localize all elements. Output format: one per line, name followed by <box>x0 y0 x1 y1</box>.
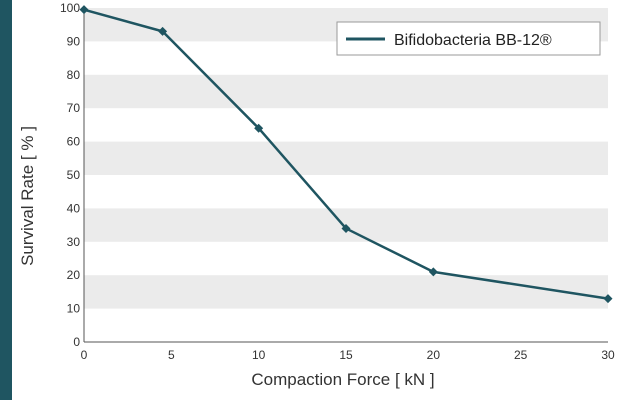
data-point <box>341 223 351 233</box>
x-tick-label: 0 <box>81 348 88 362</box>
data-point <box>254 123 264 133</box>
data-point <box>603 294 613 304</box>
series-line <box>83 8 609 300</box>
x-tick-label: 5 <box>168 348 175 362</box>
y-tick-label: 100 <box>60 1 80 15</box>
series-layer <box>79 5 613 304</box>
x-tick-label: 30 <box>601 348 615 362</box>
y-tick-label: 40 <box>67 201 81 215</box>
axes <box>83 8 608 343</box>
y-tick-label: 70 <box>67 101 81 115</box>
data-point <box>428 267 438 277</box>
grid-band <box>84 141 608 175</box>
y-tick-label: 30 <box>67 235 81 249</box>
y-tick-label: 90 <box>67 34 81 48</box>
y-tick-label: 80 <box>67 68 81 82</box>
y-tick-label: 50 <box>67 168 81 182</box>
data-point <box>158 26 168 36</box>
legend-label: Bifidobacteria BB-12® <box>394 32 552 49</box>
x-tick-labels: 0 5 10 15 20 25 30 <box>81 348 615 362</box>
y-tick-label: 20 <box>67 268 81 282</box>
y-axis-title: Survival Rate [ % ] <box>18 126 37 266</box>
grid-band <box>84 275 608 309</box>
y-tick-label: 10 <box>67 302 81 316</box>
x-tick-label: 15 <box>339 348 353 362</box>
y-tick-labels: 0 10 20 30 40 50 60 70 80 90 100 <box>60 1 80 349</box>
x-axis-title: Compaction Force [ kN ] <box>251 370 434 389</box>
y-tick-label: 0 <box>73 335 80 349</box>
data-point <box>79 5 89 15</box>
x-tick-label: 10 <box>252 348 266 362</box>
x-tick-label: 20 <box>427 348 441 362</box>
y-tick-label: 60 <box>67 135 81 149</box>
legend: Bifidobacteria BB-12® <box>336 21 601 56</box>
x-tick-label: 25 <box>514 348 528 362</box>
grid-band <box>84 74 608 109</box>
left-accent-bar <box>0 0 12 400</box>
